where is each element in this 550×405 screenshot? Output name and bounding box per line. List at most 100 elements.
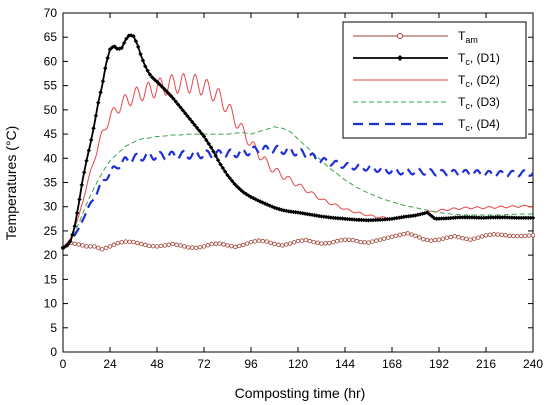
data-point <box>220 165 225 171</box>
data-point <box>497 215 503 220</box>
data-point <box>287 241 293 246</box>
data-point <box>77 197 82 202</box>
y-tick-label: 15 <box>44 272 58 286</box>
y-tick-label: 0 <box>50 345 57 359</box>
data-point <box>456 235 461 240</box>
data-point <box>131 34 136 39</box>
series-tam <box>60 231 536 252</box>
x-tick-label: 0 <box>60 357 67 371</box>
data-point <box>70 232 75 238</box>
data-point <box>119 240 124 245</box>
data-point <box>413 213 418 218</box>
data-point <box>500 215 505 220</box>
data-point <box>530 215 536 221</box>
x-tick-label: 24 <box>103 357 117 371</box>
data-point <box>143 64 148 69</box>
data-point <box>465 215 470 220</box>
data-point <box>428 238 434 243</box>
data-point <box>507 233 512 238</box>
data-point <box>103 66 108 71</box>
data-point <box>504 215 510 220</box>
y-tick-label: 70 <box>44 6 58 20</box>
data-point <box>417 235 422 240</box>
data-point <box>170 241 175 247</box>
data-point <box>157 81 162 87</box>
data-point <box>76 242 81 247</box>
y-tick-label: 5 <box>50 321 57 335</box>
data-point <box>138 51 143 57</box>
data-point <box>319 241 324 246</box>
legend-swatch-marker <box>397 55 403 61</box>
data-point <box>158 243 164 249</box>
data-point <box>479 215 484 221</box>
data-point <box>201 244 207 249</box>
data-point <box>215 158 221 163</box>
series-tc-d2- <box>62 72 534 249</box>
series-line <box>62 72 534 249</box>
data-point <box>248 194 254 200</box>
data-point <box>139 241 144 247</box>
x-tick-label: 48 <box>150 357 164 371</box>
data-point <box>60 245 66 251</box>
data-point <box>80 243 85 248</box>
data-point <box>405 231 410 236</box>
y-tick-label: 30 <box>44 200 58 214</box>
data-point <box>248 239 254 245</box>
data-point <box>509 215 515 220</box>
data-point <box>79 182 84 188</box>
data-point <box>413 233 418 238</box>
data-point <box>67 239 73 244</box>
data-point <box>468 237 473 242</box>
data-point <box>452 234 457 239</box>
data-point <box>112 44 117 49</box>
data-point <box>161 86 167 91</box>
data-point <box>204 137 209 143</box>
data-point <box>193 245 199 251</box>
data-point <box>487 232 493 238</box>
data-point <box>381 236 387 241</box>
data-point <box>507 215 512 220</box>
data-point <box>483 215 489 220</box>
data-point <box>448 215 453 221</box>
data-point <box>354 217 359 222</box>
data-point <box>436 216 442 221</box>
data-point <box>328 215 334 220</box>
data-point <box>225 243 230 248</box>
data-point <box>284 242 289 247</box>
data-point <box>519 215 524 221</box>
data-point <box>199 131 204 136</box>
data-point <box>217 241 222 246</box>
data-point <box>276 242 281 247</box>
data-point <box>91 126 96 131</box>
data-point <box>246 193 251 198</box>
data-point <box>472 215 477 220</box>
data-point <box>385 235 391 240</box>
data-point <box>361 217 366 223</box>
x-tick-label: 240 <box>523 357 543 371</box>
data-point <box>211 149 216 154</box>
data-point <box>434 216 439 221</box>
data-point <box>327 240 332 246</box>
data-point <box>491 232 497 237</box>
data-point <box>373 217 378 223</box>
data-point <box>389 234 395 239</box>
data-point <box>206 141 211 146</box>
data-point <box>230 178 235 184</box>
data-point <box>178 243 183 248</box>
y-tick-label: 65 <box>44 30 58 44</box>
data-point <box>516 215 522 221</box>
legend-label: Tc, (D4) <box>458 117 500 133</box>
data-point <box>476 215 482 220</box>
data-point <box>439 216 444 221</box>
data-point <box>363 217 369 223</box>
data-point <box>127 239 132 245</box>
x-tick-label: 72 <box>197 357 211 371</box>
data-point <box>511 233 516 239</box>
data-point <box>316 213 322 219</box>
data-point <box>222 169 228 174</box>
data-point <box>81 170 87 175</box>
data-point <box>124 36 129 41</box>
data-point <box>86 148 92 153</box>
data-point <box>467 215 472 220</box>
data-point <box>457 215 463 220</box>
